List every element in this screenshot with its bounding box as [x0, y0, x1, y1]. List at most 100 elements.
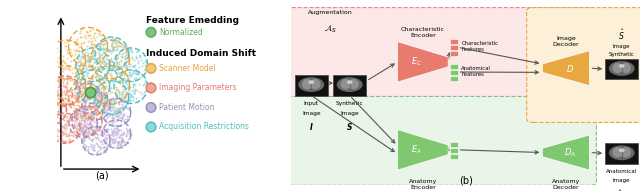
Point	[95, 148, 106, 151]
Point	[93, 137, 103, 140]
Point	[99, 57, 109, 60]
Point	[52, 134, 62, 137]
Point	[75, 113, 85, 117]
Point	[134, 71, 144, 74]
Ellipse shape	[619, 64, 625, 68]
Point	[107, 117, 117, 120]
Point	[71, 109, 81, 112]
Point	[76, 109, 86, 113]
Point	[89, 58, 99, 61]
Point	[96, 133, 106, 136]
Point	[79, 143, 90, 146]
Point	[114, 135, 124, 139]
Point	[108, 113, 118, 116]
Point	[129, 77, 140, 80]
Point	[63, 98, 74, 101]
Point	[61, 120, 72, 123]
Point	[85, 106, 95, 109]
Point	[83, 136, 93, 140]
Point	[113, 113, 123, 116]
Point	[76, 87, 86, 90]
Point	[61, 107, 72, 110]
Point	[95, 124, 105, 128]
Point	[79, 106, 89, 109]
Point	[125, 96, 136, 99]
Point	[119, 144, 129, 147]
Point	[92, 56, 102, 59]
Point	[114, 94, 124, 97]
Text: $E_C$: $E_C$	[411, 56, 422, 68]
Point	[57, 93, 67, 96]
Point	[88, 127, 98, 130]
Point	[76, 78, 86, 81]
Point	[47, 55, 58, 58]
Point	[80, 118, 90, 121]
Point	[105, 143, 115, 146]
Point	[76, 131, 86, 134]
Point	[63, 98, 74, 101]
Point	[95, 65, 105, 68]
Point	[106, 52, 116, 55]
Point	[48, 106, 58, 109]
Point	[47, 105, 58, 108]
Point	[104, 85, 115, 88]
Point	[103, 70, 113, 74]
Point	[47, 125, 58, 128]
Point	[79, 143, 89, 146]
Point	[108, 64, 118, 67]
Point	[59, 102, 69, 106]
Point	[97, 84, 108, 87]
Text: Anatomy
Encoder: Anatomy Encoder	[409, 179, 437, 190]
Point	[113, 123, 123, 126]
Point	[105, 49, 115, 52]
Point	[54, 94, 65, 97]
Point	[97, 103, 107, 106]
Point	[118, 131, 128, 134]
Point	[82, 106, 92, 109]
Point	[93, 150, 104, 153]
Point	[105, 112, 115, 115]
Point	[64, 138, 74, 141]
Point	[74, 89, 84, 92]
Point	[91, 103, 101, 106]
Point	[86, 55, 96, 58]
Point	[81, 60, 92, 63]
Point	[86, 111, 97, 114]
Point	[52, 88, 63, 91]
Point	[88, 101, 98, 104]
Point	[132, 78, 142, 81]
Point	[80, 93, 90, 96]
Point	[116, 134, 127, 137]
Point	[53, 91, 63, 94]
Point	[90, 100, 100, 103]
Point	[67, 115, 77, 118]
Point	[108, 49, 118, 52]
Point	[125, 93, 135, 96]
Point	[70, 63, 80, 66]
Point	[74, 89, 84, 92]
Point	[72, 97, 83, 100]
Point	[87, 146, 97, 149]
Point	[77, 62, 88, 65]
Point	[115, 80, 125, 83]
Point	[108, 67, 118, 70]
Point	[105, 143, 115, 146]
Point	[65, 78, 75, 81]
Point	[125, 132, 135, 135]
Text: Synthetic: Synthetic	[336, 101, 364, 106]
Point	[58, 125, 68, 128]
Point	[121, 50, 131, 53]
Point	[89, 113, 99, 116]
Point	[102, 57, 112, 60]
Point	[42, 119, 52, 122]
Point	[80, 145, 90, 148]
Point	[81, 70, 92, 74]
Point	[81, 109, 91, 112]
Point	[95, 59, 105, 62]
Point	[58, 76, 68, 79]
Point	[97, 90, 107, 93]
Point	[84, 115, 94, 119]
FancyBboxPatch shape	[527, 8, 640, 123]
Point	[61, 92, 72, 96]
Point	[93, 67, 103, 70]
